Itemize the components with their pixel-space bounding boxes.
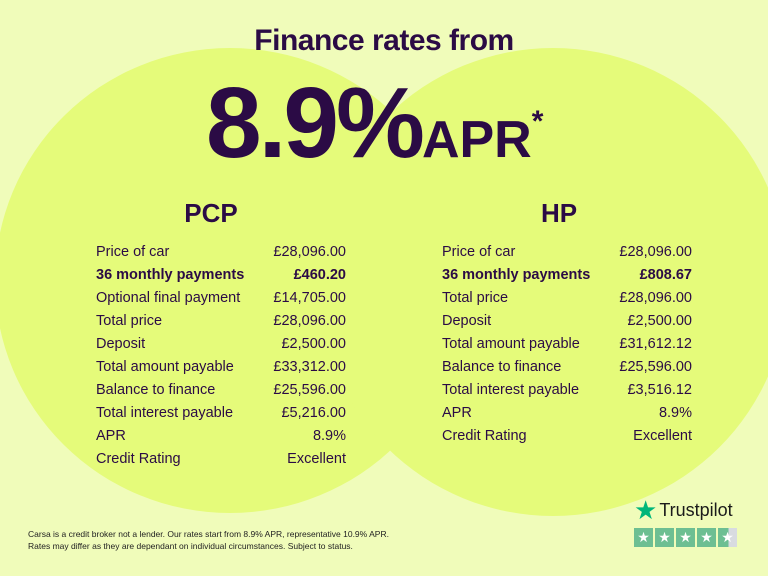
row-label: Balance to finance bbox=[442, 359, 562, 375]
table-row: Total price £28,096.00 bbox=[96, 310, 346, 333]
table-row: Price of car £28,096.00 bbox=[442, 241, 692, 264]
row-value: Excellent bbox=[287, 451, 346, 467]
row-label: Total interest payable bbox=[442, 382, 580, 398]
hp-rows: Price of car £28,096.00 36 monthly payment… bbox=[442, 241, 692, 448]
table-row: Deposit £2,500.00 bbox=[442, 310, 692, 333]
star-icon: ★ bbox=[634, 528, 653, 547]
trustpilot-rating: ★ ★ ★ ★ ★ bbox=[634, 528, 737, 547]
table-row: Credit Rating Excellent bbox=[442, 425, 692, 448]
row-label: Credit Rating bbox=[442, 428, 527, 444]
row-value: £28,096.00 bbox=[619, 290, 692, 306]
row-label: Total amount payable bbox=[442, 336, 580, 352]
star-icon: ★ bbox=[655, 528, 674, 547]
row-label: Credit Rating bbox=[96, 451, 181, 467]
row-value: £31,612.12 bbox=[619, 336, 692, 352]
row-value: £28,096.00 bbox=[619, 244, 692, 260]
table-row: 36 monthly payments £460.20 bbox=[96, 264, 346, 287]
table-row: Price of car £28,096.00 bbox=[96, 241, 346, 264]
row-value: £3,516.12 bbox=[627, 382, 692, 398]
row-label: 36 monthly payments bbox=[442, 267, 591, 283]
row-label: Deposit bbox=[96, 336, 146, 352]
row-label: 36 monthly payments bbox=[96, 267, 245, 283]
row-label: Balance to finance bbox=[96, 382, 216, 398]
row-value: £2,500.00 bbox=[627, 313, 692, 329]
trustpilot-badge: ★ Trustpilot ★ ★ ★ ★ ★ bbox=[634, 495, 737, 547]
row-label: Total interest payable bbox=[96, 405, 234, 421]
table-row: APR 8.9% bbox=[442, 402, 692, 425]
row-label: Total amount payable bbox=[96, 359, 234, 375]
disclaimer: Carsa is a credit broker not a lender. O… bbox=[28, 528, 389, 552]
table-row: APR 8.9% bbox=[96, 425, 346, 448]
row-value: £25,596.00 bbox=[619, 359, 692, 375]
star-icon: ★ bbox=[697, 528, 716, 547]
row-label: Optional final payment bbox=[96, 290, 241, 306]
pcp-rows: Price of car £28,096.00 36 monthly payment… bbox=[96, 241, 346, 471]
table-row: Total interest payable £5,216.00 bbox=[96, 402, 346, 425]
table-row: Total amount payable £33,312.00 bbox=[96, 356, 346, 379]
row-value: £2,500.00 bbox=[281, 336, 346, 352]
row-value: £5,216.00 bbox=[281, 405, 346, 421]
row-value: £460.20 bbox=[293, 267, 346, 283]
star-icon: ★ bbox=[634, 495, 658, 525]
disclaimer-line-1: Carsa is a credit broker not a lender. O… bbox=[28, 529, 389, 539]
row-label: Total price bbox=[442, 290, 509, 306]
rate-value: 8.9% bbox=[206, 67, 425, 179]
hp-title: HP bbox=[540, 198, 578, 228]
headline-rate: 8.9%APR* bbox=[206, 66, 543, 181]
row-label: Price of car bbox=[96, 244, 170, 260]
row-value: £33,312.00 bbox=[273, 359, 346, 375]
rate-asterisk: * bbox=[531, 105, 544, 138]
table-row: Balance to finance £25,596.00 bbox=[96, 379, 346, 402]
row-value: 8.9% bbox=[312, 428, 346, 444]
decorative-circle-right bbox=[318, 48, 768, 516]
hp-panel: HP Price of car £28,096.00 36 monthly paym… bbox=[442, 198, 692, 448]
star-icon: ★ bbox=[676, 528, 695, 547]
row-value: Excellent bbox=[633, 428, 692, 444]
row-label: APR bbox=[96, 428, 126, 444]
row-value: £28,096.00 bbox=[273, 244, 346, 260]
trustpilot-name: Trustpilot bbox=[659, 499, 733, 520]
table-row: Optional final payment £14,705.00 bbox=[96, 287, 346, 310]
disclaimer-line-2: Rates may differ as they are dependant o… bbox=[28, 541, 353, 551]
headline-title: Finance rates from bbox=[254, 24, 514, 57]
row-label: Price of car bbox=[442, 244, 516, 260]
star-half-icon: ★ bbox=[718, 528, 737, 547]
row-value: 8.9% bbox=[658, 405, 692, 421]
table-row: Total amount payable £31,612.12 bbox=[442, 333, 692, 356]
table-row: Total interest payable £3,516.12 bbox=[442, 379, 692, 402]
row-label: Deposit bbox=[442, 313, 492, 329]
row-value: £808.67 bbox=[639, 267, 692, 283]
row-value: £14,705.00 bbox=[273, 290, 346, 306]
table-row: Balance to finance £25,596.00 bbox=[442, 356, 692, 379]
row-value: £28,096.00 bbox=[273, 313, 346, 329]
table-row: 36 monthly payments £808.67 bbox=[442, 264, 692, 287]
table-row: Credit Rating Excellent bbox=[96, 448, 346, 471]
table-row: Total price £28,096.00 bbox=[442, 287, 692, 310]
rate-apr: APR bbox=[421, 111, 532, 169]
row-value: £25,596.00 bbox=[273, 382, 346, 398]
pcp-title: PCP bbox=[184, 198, 238, 228]
row-label: APR bbox=[442, 405, 472, 421]
table-row: Deposit £2,500.00 bbox=[96, 333, 346, 356]
pcp-panel: PCP Price of car £28,096.00 36 monthly pay… bbox=[96, 198, 346, 471]
row-label: Total price bbox=[96, 313, 163, 329]
